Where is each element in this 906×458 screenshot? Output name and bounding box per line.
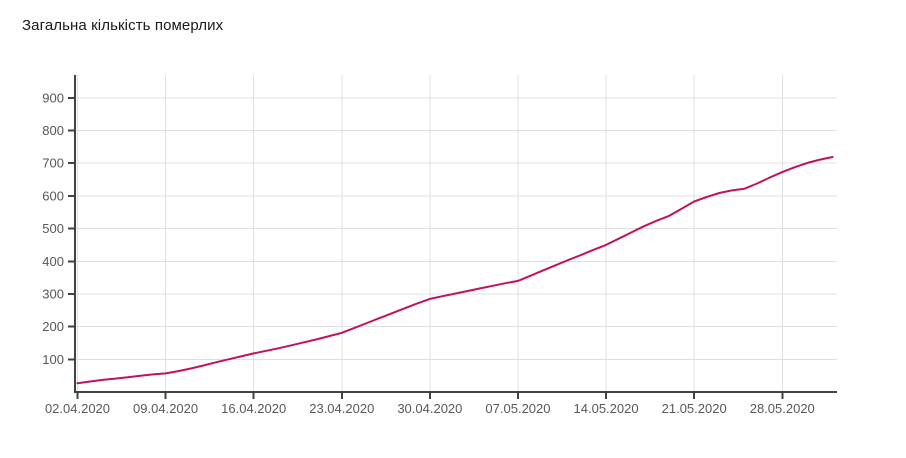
y-axis-tick-label: 300 [42,286,64,301]
x-axis-tick-label: 16.04.2020 [221,401,286,416]
x-axis-tick-label: 30.04.2020 [397,401,462,416]
y-axis-tick-label: 100 [42,352,64,367]
x-axis-tick-label: 23.04.2020 [309,401,374,416]
deaths-series-line [76,156,834,385]
y-axis-tick-label: 800 [42,123,64,138]
x-axis-tick-label: 21.05.2020 [662,401,727,416]
y-axis-tick-label: 700 [42,156,64,171]
y-axis-tick-label: 600 [42,188,64,203]
y-axis-tick-label: 200 [42,319,64,334]
chart-title: Загальна кількість померлих [22,17,224,34]
x-axis-tick-label: 07.05.2020 [485,401,550,416]
x-axis-tick-label: 09.04.2020 [133,401,198,416]
x-axis-tick-label: 02.04.2020 [45,401,110,416]
x-axis-tick-label: 28.05.2020 [750,401,815,416]
x-axis-tick-label: 14.05.2020 [574,401,639,416]
y-axis-tick-label: 900 [42,90,64,105]
y-axis-tick-label: 500 [42,221,64,236]
y-axis-tick-label: 400 [42,254,64,269]
